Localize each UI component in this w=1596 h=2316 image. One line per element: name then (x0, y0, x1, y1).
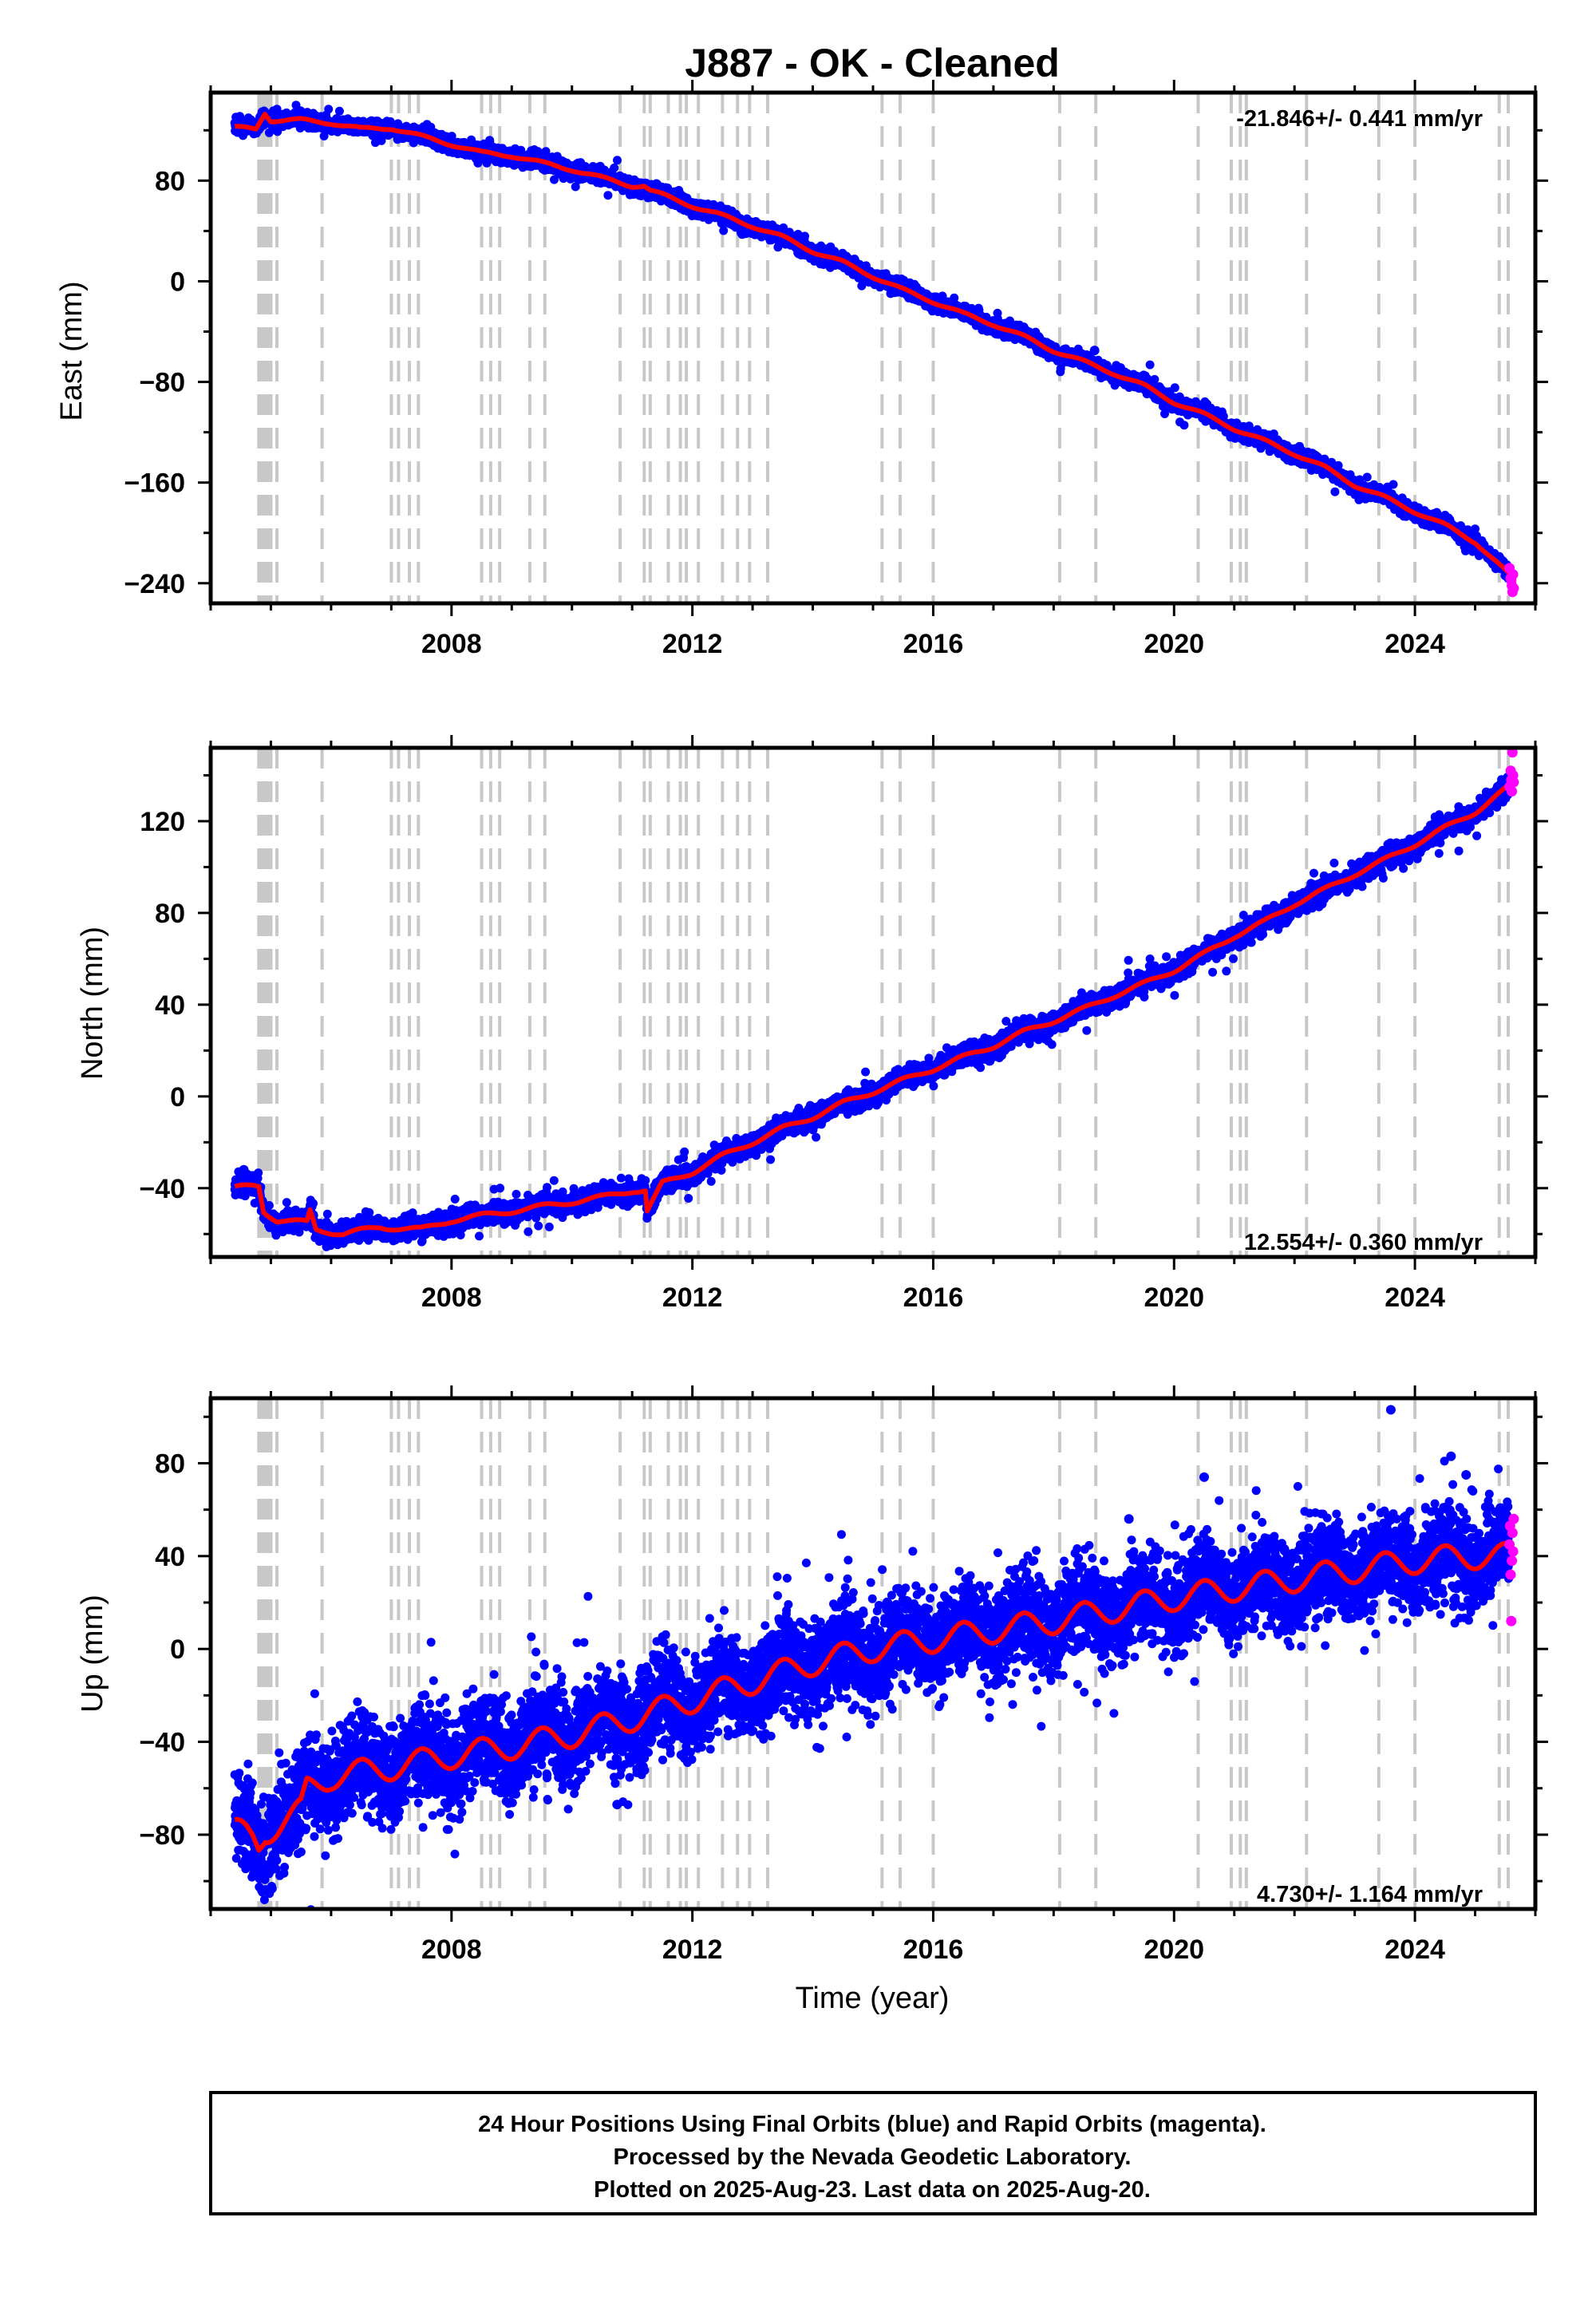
data-point (613, 156, 622, 165)
east-event-lines (257, 93, 1511, 603)
east-panel: East (mm) -21.846+/- 0.441 mm/yr 2008 201… (55, 80, 1548, 659)
figure-title: J887 - OK - Cleaned (685, 41, 1060, 85)
data-point (610, 163, 619, 172)
data-point (264, 128, 274, 137)
data-point (334, 106, 344, 116)
data-point (603, 191, 613, 200)
data-point (800, 231, 809, 241)
data-point (719, 226, 729, 235)
data-point (319, 132, 329, 140)
east-plot-area (230, 93, 1519, 603)
data-point (324, 105, 334, 114)
